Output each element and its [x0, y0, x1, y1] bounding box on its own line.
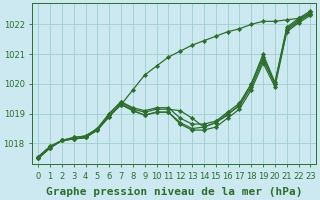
- X-axis label: Graphe pression niveau de la mer (hPa): Graphe pression niveau de la mer (hPa): [46, 186, 302, 197]
